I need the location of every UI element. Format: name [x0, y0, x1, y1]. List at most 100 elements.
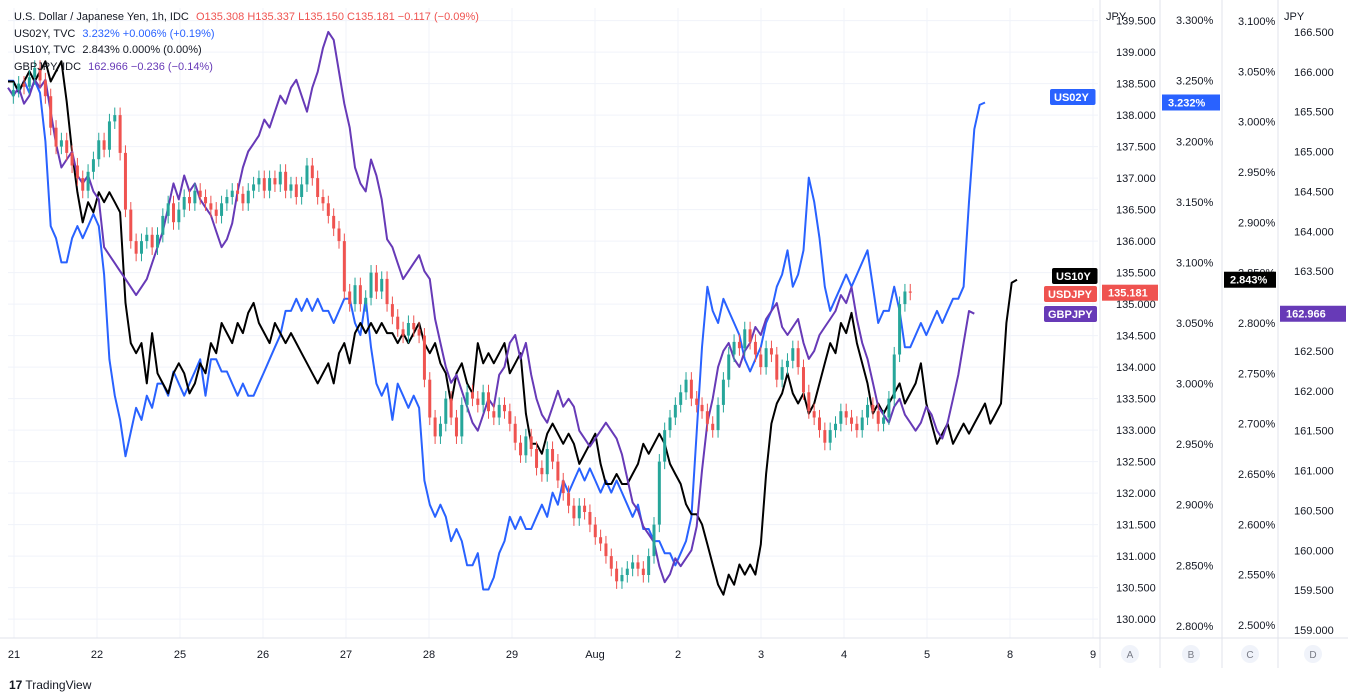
- y-tick-label-D: 164.000: [1294, 226, 1334, 238]
- usdjpy-candle: [54, 127, 58, 147]
- x-tick-label: 2: [675, 649, 681, 661]
- series-name-badge-us02y: [1050, 89, 1096, 105]
- y-tick-label-B: 3.250%: [1176, 76, 1214, 88]
- usdjpy-candle: [289, 184, 293, 191]
- usdjpy-candle: [759, 354, 763, 368]
- usdjpy-candle: [748, 329, 752, 342]
- usdjpy-candle: [129, 209, 133, 242]
- usdjpy-candle: [310, 165, 314, 179]
- usdjpy-candle: [150, 234, 154, 248]
- usdjpy-candle: [850, 417, 854, 424]
- usdjpy-candle: [257, 178, 261, 185]
- scale-id-badge: [1241, 645, 1259, 663]
- y-tick-label-C: 2.750%: [1238, 368, 1276, 380]
- usdjpy-candle: [155, 234, 159, 248]
- usdjpy-candle: [631, 562, 635, 569]
- usdjpy-candle: [81, 178, 85, 191]
- y-tick-label-B: 3.000%: [1176, 379, 1214, 391]
- usdjpy-candle: [204, 197, 208, 204]
- usdjpy-candle: [812, 411, 816, 418]
- usdjpy-candle: [834, 423, 838, 431]
- usdjpy-candle: [764, 348, 768, 368]
- legend-gbpjpy-values: 162.966 −0.236 (−0.14%): [88, 60, 213, 73]
- y-tick-label-B: 3.150%: [1176, 197, 1214, 209]
- y-tick-label-D: 164.500: [1294, 186, 1334, 198]
- y-tick-label-A: 138.500: [1116, 79, 1156, 91]
- x-tick-label: 25: [174, 649, 186, 661]
- x-tick-label: 22: [91, 649, 103, 661]
- series-name-badge-gbpjpy: [1044, 306, 1097, 322]
- usdjpy-candle: [321, 197, 325, 204]
- y-tick-label-A: 135.500: [1116, 268, 1156, 280]
- y-tick-label-A: 134.000: [1116, 362, 1156, 374]
- usdjpy-candle: [225, 197, 229, 204]
- chart-legend: U.S. Dollar / Japanese Yen, 1h, IDC O135…: [14, 9, 479, 75]
- usdjpy-candle: [684, 379, 688, 393]
- usdjpy-candle: [390, 304, 394, 317]
- y-tick-label-C: 2.900%: [1238, 217, 1276, 229]
- price-tag-text-us02y: 3.232%: [1168, 98, 1206, 110]
- legend-us10y[interactable]: US10Y, TVC 2.843% 0.000% (0.00%): [14, 42, 479, 59]
- usdjpy-candle: [882, 417, 886, 424]
- usdjpy-candle: [166, 203, 170, 216]
- usdjpy-candle: [326, 203, 330, 216]
- usdjpy-candle: [438, 423, 442, 437]
- series-name-text-us02y: US02Y: [1054, 92, 1090, 104]
- usdjpy-candle: [732, 341, 736, 355]
- usdjpy-candle: [444, 398, 448, 424]
- usdjpy-candle: [620, 575, 624, 582]
- usdjpy-candle: [236, 190, 240, 194]
- usdjpy-candle: [348, 291, 352, 305]
- y-tick-label-A: 133.500: [1116, 394, 1156, 406]
- usdjpy-candle: [604, 543, 608, 557]
- x-tick-label: 28: [423, 649, 435, 661]
- usdjpy-candle: [647, 556, 651, 575]
- usdjpy-candle: [599, 537, 603, 544]
- usdjpy-candle: [294, 184, 298, 197]
- usdjpy-candle: [876, 411, 880, 424]
- usdjpy-candle: [908, 291, 912, 293]
- usdjpy-candle: [887, 398, 891, 418]
- tradingview-logo[interactable]: 17 TradingView: [9, 678, 91, 692]
- y-tick-label-A: 136.000: [1116, 236, 1156, 248]
- usdjpy-candle: [38, 67, 42, 81]
- legend-usdjpy[interactable]: U.S. Dollar / Japanese Yen, 1h, IDC O135…: [14, 9, 479, 26]
- usdjpy-candle: [107, 121, 111, 150]
- legend-gbpjpy-name: GBPJPY, IDC: [14, 60, 82, 73]
- usdjpy-candle: [43, 80, 47, 97]
- usdjpy-candle: [246, 190, 250, 204]
- legend-us02y[interactable]: US02Y, TVC 3.232% +0.006% (+0.19%): [14, 26, 479, 43]
- usdjpy-candle: [668, 417, 672, 431]
- y-tick-label-C: 2.600%: [1238, 519, 1276, 531]
- usdjpy-candle: [65, 140, 69, 153]
- y-tick-label-A: 132.000: [1116, 488, 1156, 500]
- usdjpy-candle: [182, 197, 186, 210]
- x-tick-label: 8: [1007, 649, 1013, 661]
- y-tick-label-D: 162.000: [1294, 386, 1334, 398]
- usdjpy-candle: [59, 140, 63, 147]
- usdjpy-candle: [358, 285, 362, 305]
- usdjpy-candle: [743, 329, 747, 349]
- x-tick-label: 9: [1090, 649, 1096, 661]
- usdjpy-candle: [695, 398, 699, 405]
- usdjpy-candle: [332, 215, 336, 229]
- price-tag-text-gbpjpy: 162.966: [1286, 309, 1326, 321]
- usdjpy-candle: [609, 556, 613, 569]
- usdjpy-candle: [641, 568, 645, 575]
- y-tick-label-B: 3.300%: [1176, 15, 1214, 27]
- x-tick-label: 5: [924, 649, 930, 661]
- usdjpy-candle: [188, 197, 192, 204]
- usdjpy-candle: [486, 392, 490, 412]
- scale-id-label: D: [1309, 650, 1316, 661]
- usdjpy-candle: [364, 297, 368, 305]
- y-tick-label-B: 2.900%: [1176, 500, 1214, 512]
- usdjpy-candle: [177, 209, 181, 223]
- legend-gbpjpy[interactable]: GBPJPY, IDC 162.966 −0.236 (−0.14%): [14, 59, 479, 76]
- scale-title-D: JPY: [1284, 11, 1305, 23]
- usdjpy-candle: [737, 341, 741, 349]
- usdjpy-candle: [252, 184, 256, 191]
- legend-us02y-values: 3.232% +0.006% (+0.19%): [82, 27, 215, 40]
- y-tick-label-D: 165.500: [1294, 107, 1334, 119]
- usdjpy-candle: [540, 467, 544, 475]
